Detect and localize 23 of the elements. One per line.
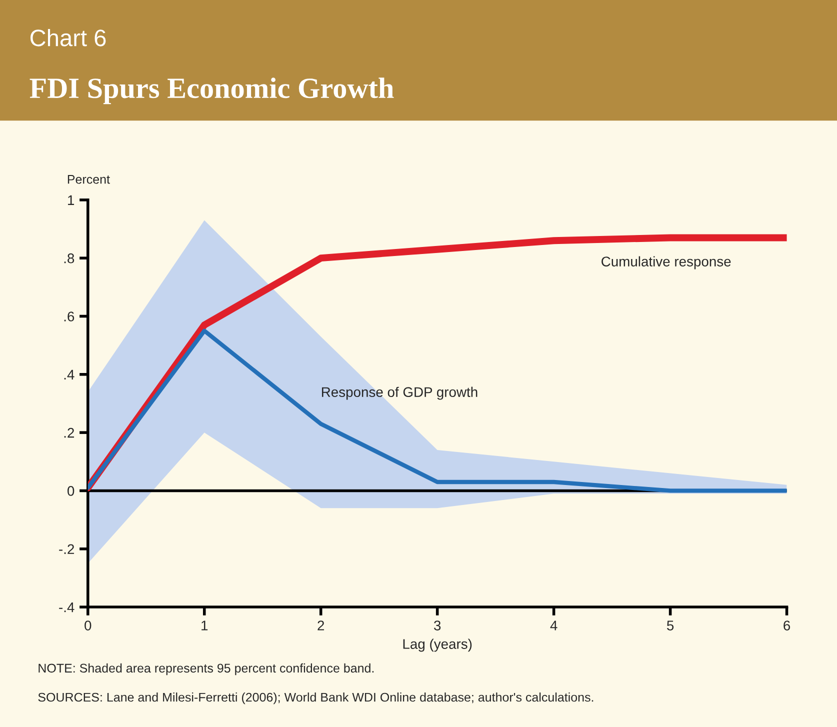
y-tick-label: 1 [68,195,74,205]
chart-title: FDI Spurs Economic Growth [30,78,394,104]
y-tick-label: -.4 [59,602,74,612]
y-tick-label: 0 [68,486,74,496]
x-tick-label: 1 [202,620,208,630]
x-tick-label: 0 [84,620,92,630]
text: NOTE: Shaded area represents 95 percent confidence band. [38,663,374,676]
y-tick-label: .2 [64,428,74,438]
x-tick-label: 6 [784,620,790,630]
x-axis-title: Lag (years) [403,638,472,652]
y-tick-label: .4 [64,370,74,380]
x-tick-label: 3 [434,620,441,630]
x-tick-label: 2 [318,620,324,630]
source-note: SOURCES: Lane and Milesi-Ferretti (2006); World Bank WDI Online database; author's calculations. [38,692,594,704]
x-tick-label: 4 [550,620,558,630]
y-tick-label: .6 [64,312,74,322]
x-tick-label: 5 [666,620,674,630]
y-tick-label: -.2 [59,544,74,554]
series-label: Response of GDP growth [322,386,478,400]
series-label: Cumulative response [602,256,731,270]
y-tick-label: .8 [64,253,74,264]
y-axis-title: Percent [68,175,110,184]
chart-subtitle: Chart 6 [30,28,106,46]
